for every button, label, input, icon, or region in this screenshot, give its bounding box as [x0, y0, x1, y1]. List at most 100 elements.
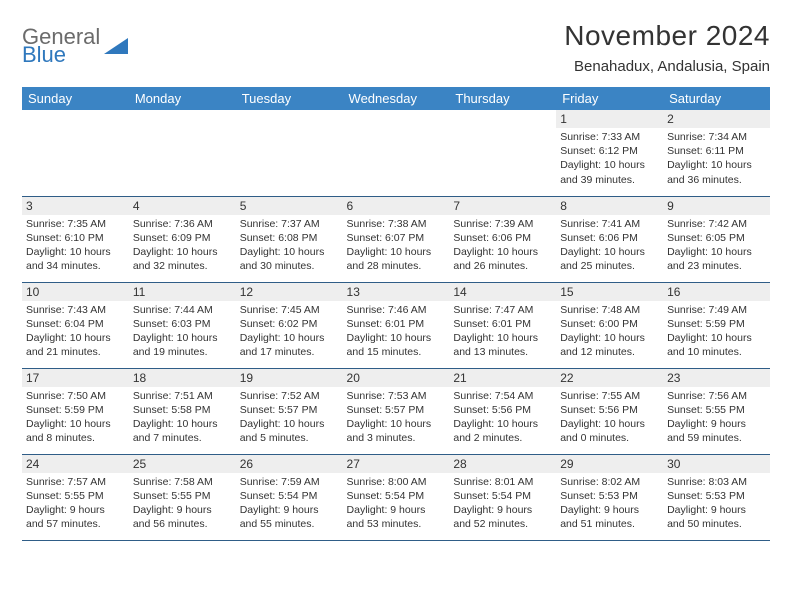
sunrise-text: Sunrise: 7:39 AM: [453, 217, 552, 231]
sunset-text: Sunset: 6:12 PM: [560, 144, 659, 158]
day-number: 15: [556, 283, 663, 301]
day-cell: [236, 110, 343, 196]
daylight-text: Daylight: 9 hours and 56 minutes.: [133, 503, 232, 531]
daylight-text: Daylight: 10 hours and 25 minutes.: [560, 245, 659, 273]
week-row: 1Sunrise: 7:33 AMSunset: 6:12 PMDaylight…: [22, 110, 770, 196]
dow-header: Thursday: [449, 87, 556, 110]
sunrise-text: Sunrise: 7:46 AM: [347, 303, 446, 317]
daylight-text: Daylight: 10 hours and 17 minutes.: [240, 331, 339, 359]
day-details: Sunrise: 7:38 AMSunset: 6:07 PMDaylight:…: [343, 215, 450, 278]
day-cell: 15Sunrise: 7:48 AMSunset: 6:00 PMDayligh…: [556, 282, 663, 368]
daylight-text: Daylight: 10 hours and 13 minutes.: [453, 331, 552, 359]
sunset-text: Sunset: 5:55 PM: [26, 489, 125, 503]
dow-row: SundayMondayTuesdayWednesdayThursdayFrid…: [22, 87, 770, 110]
daylight-text: Daylight: 10 hours and 28 minutes.: [347, 245, 446, 273]
daylight-text: Daylight: 10 hours and 39 minutes.: [560, 158, 659, 186]
day-cell: 7Sunrise: 7:39 AMSunset: 6:06 PMDaylight…: [449, 196, 556, 282]
daylight-text: Daylight: 9 hours and 55 minutes.: [240, 503, 339, 531]
sunrise-text: Sunrise: 7:53 AM: [347, 389, 446, 403]
dow-header: Friday: [556, 87, 663, 110]
day-details: Sunrise: 7:46 AMSunset: 6:01 PMDaylight:…: [343, 301, 450, 364]
day-cell: 24Sunrise: 7:57 AMSunset: 5:55 PMDayligh…: [22, 454, 129, 540]
day-cell: 28Sunrise: 8:01 AMSunset: 5:54 PMDayligh…: [449, 454, 556, 540]
day-number: 26: [236, 455, 343, 473]
daylight-text: Daylight: 10 hours and 26 minutes.: [453, 245, 552, 273]
title-block: November 2024 Benahadux, Andalusia, Spai…: [564, 20, 770, 75]
day-number: 1: [556, 110, 663, 128]
day-cell: 25Sunrise: 7:58 AMSunset: 5:55 PMDayligh…: [129, 454, 236, 540]
day-number: 14: [449, 283, 556, 301]
day-details: Sunrise: 7:59 AMSunset: 5:54 PMDaylight:…: [236, 473, 343, 536]
day-cell: 29Sunrise: 8:02 AMSunset: 5:53 PMDayligh…: [556, 454, 663, 540]
daylight-text: Daylight: 9 hours and 59 minutes.: [667, 417, 766, 445]
sunrise-text: Sunrise: 7:38 AM: [347, 217, 446, 231]
day-cell: 14Sunrise: 7:47 AMSunset: 6:01 PMDayligh…: [449, 282, 556, 368]
day-cell: [449, 110, 556, 196]
day-cell: [22, 110, 129, 196]
day-number: 23: [663, 369, 770, 387]
week-row: 3Sunrise: 7:35 AMSunset: 6:10 PMDaylight…: [22, 196, 770, 282]
day-details: Sunrise: 7:53 AMSunset: 5:57 PMDaylight:…: [343, 387, 450, 450]
sunset-text: Sunset: 5:54 PM: [347, 489, 446, 503]
day-cell: 16Sunrise: 7:49 AMSunset: 5:59 PMDayligh…: [663, 282, 770, 368]
sunrise-text: Sunrise: 7:57 AM: [26, 475, 125, 489]
day-number: 28: [449, 455, 556, 473]
daylight-text: Daylight: 10 hours and 7 minutes.: [133, 417, 232, 445]
day-number: 2: [663, 110, 770, 128]
sunrise-text: Sunrise: 8:03 AM: [667, 475, 766, 489]
week-row: 17Sunrise: 7:50 AMSunset: 5:59 PMDayligh…: [22, 368, 770, 454]
sunrise-text: Sunrise: 7:59 AM: [240, 475, 339, 489]
day-cell: 13Sunrise: 7:46 AMSunset: 6:01 PMDayligh…: [343, 282, 450, 368]
day-cell: 10Sunrise: 7:43 AMSunset: 6:04 PMDayligh…: [22, 282, 129, 368]
week-row: 24Sunrise: 7:57 AMSunset: 5:55 PMDayligh…: [22, 454, 770, 540]
sunrise-text: Sunrise: 7:44 AM: [133, 303, 232, 317]
day-details: Sunrise: 7:47 AMSunset: 6:01 PMDaylight:…: [449, 301, 556, 364]
daylight-text: Daylight: 10 hours and 23 minutes.: [667, 245, 766, 273]
day-details: Sunrise: 7:35 AMSunset: 6:10 PMDaylight:…: [22, 215, 129, 278]
sunset-text: Sunset: 5:59 PM: [26, 403, 125, 417]
sunset-text: Sunset: 6:06 PM: [453, 231, 552, 245]
daylight-text: Daylight: 10 hours and 30 minutes.: [240, 245, 339, 273]
sunrise-text: Sunrise: 7:58 AM: [133, 475, 232, 489]
day-details: Sunrise: 7:37 AMSunset: 6:08 PMDaylight:…: [236, 215, 343, 278]
day-number: 10: [22, 283, 129, 301]
day-details: Sunrise: 7:34 AMSunset: 6:11 PMDaylight:…: [663, 128, 770, 191]
sunset-text: Sunset: 6:08 PM: [240, 231, 339, 245]
sunrise-text: Sunrise: 7:45 AM: [240, 303, 339, 317]
sunset-text: Sunset: 5:53 PM: [560, 489, 659, 503]
sunset-text: Sunset: 6:04 PM: [26, 317, 125, 331]
day-number: 4: [129, 197, 236, 215]
day-details: Sunrise: 7:54 AMSunset: 5:56 PMDaylight:…: [449, 387, 556, 450]
day-details: Sunrise: 7:45 AMSunset: 6:02 PMDaylight:…: [236, 301, 343, 364]
day-details: Sunrise: 7:48 AMSunset: 6:00 PMDaylight:…: [556, 301, 663, 364]
day-number: 6: [343, 197, 450, 215]
day-cell: 18Sunrise: 7:51 AMSunset: 5:58 PMDayligh…: [129, 368, 236, 454]
day-details: Sunrise: 7:44 AMSunset: 6:03 PMDaylight:…: [129, 301, 236, 364]
dow-header: Monday: [129, 87, 236, 110]
day-details: Sunrise: 7:58 AMSunset: 5:55 PMDaylight:…: [129, 473, 236, 536]
logo: General Blue: [22, 26, 130, 66]
daylight-text: Daylight: 9 hours and 57 minutes.: [26, 503, 125, 531]
logo-blue: Blue: [22, 44, 100, 66]
day-details: Sunrise: 7:55 AMSunset: 5:56 PMDaylight:…: [556, 387, 663, 450]
sunset-text: Sunset: 6:10 PM: [26, 231, 125, 245]
sunset-text: Sunset: 6:03 PM: [133, 317, 232, 331]
sunset-text: Sunset: 5:56 PM: [453, 403, 552, 417]
sunrise-text: Sunrise: 7:52 AM: [240, 389, 339, 403]
sunset-text: Sunset: 5:57 PM: [347, 403, 446, 417]
day-number: 5: [236, 197, 343, 215]
day-number: 19: [236, 369, 343, 387]
sunrise-text: Sunrise: 7:56 AM: [667, 389, 766, 403]
day-cell: 5Sunrise: 7:37 AMSunset: 6:08 PMDaylight…: [236, 196, 343, 282]
daylight-text: Daylight: 10 hours and 5 minutes.: [240, 417, 339, 445]
daylight-text: Daylight: 10 hours and 0 minutes.: [560, 417, 659, 445]
day-details: Sunrise: 8:00 AMSunset: 5:54 PMDaylight:…: [343, 473, 450, 536]
dow-header: Tuesday: [236, 87, 343, 110]
day-details: Sunrise: 7:36 AMSunset: 6:09 PMDaylight:…: [129, 215, 236, 278]
day-details: Sunrise: 7:42 AMSunset: 6:05 PMDaylight:…: [663, 215, 770, 278]
day-cell: 26Sunrise: 7:59 AMSunset: 5:54 PMDayligh…: [236, 454, 343, 540]
daylight-text: Daylight: 10 hours and 2 minutes.: [453, 417, 552, 445]
day-cell: 6Sunrise: 7:38 AMSunset: 6:07 PMDaylight…: [343, 196, 450, 282]
sunrise-text: Sunrise: 7:36 AM: [133, 217, 232, 231]
sunset-text: Sunset: 5:54 PM: [453, 489, 552, 503]
